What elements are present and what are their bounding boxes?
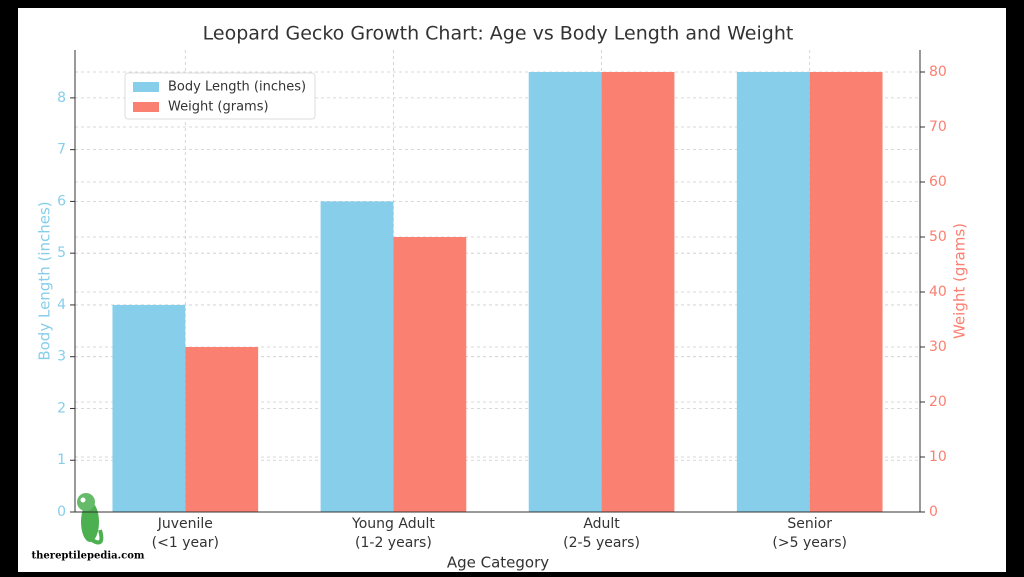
y2-axis-label: Weight (grams): [951, 223, 969, 339]
x-tick-label-line: (>5 years): [772, 535, 847, 551]
y-tick-label: 0: [57, 504, 66, 520]
y-tick-label: 8: [57, 90, 66, 106]
bar: [809, 72, 883, 512]
y-tick-label: 6: [57, 193, 66, 209]
bar: [736, 72, 810, 512]
bar: [112, 304, 186, 512]
y2-tick-label: 70: [929, 119, 947, 135]
y2-tick-label: 40: [929, 284, 947, 300]
legend-box: [124, 72, 316, 120]
chart-title: Leopard Gecko Growth Chart: Age vs Body …: [203, 23, 794, 45]
x-tick-label-line: Adult: [583, 516, 620, 532]
legend-label: Body Length (inches): [168, 80, 306, 95]
x-tick-label: Young Adult (1-2 years): [351, 516, 435, 551]
y-tick-label: 2: [57, 400, 66, 416]
y2-tick-label: 30: [929, 339, 947, 355]
x-tick-label-line: Young Adult: [351, 516, 435, 532]
bar: [320, 201, 394, 513]
y-tick-label: 3: [57, 349, 66, 365]
x-tick-label-line: (<1 year): [152, 535, 219, 551]
x-tick-label-line: (1-2 years): [355, 535, 432, 551]
x-tick-label: Juvenile (<1 year): [152, 516, 219, 551]
y-axis-label: Body Length (inches): [36, 201, 54, 360]
x-tick-label-line: (2-5 years): [563, 535, 640, 551]
x-axis-label: Age Category: [447, 554, 549, 572]
y-tick-label: 7: [57, 142, 66, 158]
bar: [528, 72, 602, 512]
legend: Body Length (inches) Weight (grams): [124, 72, 316, 120]
y2-tick-label: 10: [929, 449, 947, 465]
x-tick-label: Senior (>5 years): [772, 516, 847, 551]
x-tick-label: Adult (2-5 years): [563, 516, 640, 551]
bar: [393, 237, 467, 512]
legend-swatch: [133, 82, 159, 92]
y2-tick-label: 60: [929, 174, 947, 190]
legend-label: Weight (grams): [168, 100, 269, 115]
x-tick-label-line: Senior: [787, 516, 832, 532]
x-tick-label-line: Juvenile: [157, 516, 213, 532]
y2-tick-label: 0: [929, 504, 938, 520]
y-tick-label: 5: [57, 245, 66, 261]
y2-tick-label: 20: [929, 394, 947, 410]
y-tick-label: 1: [57, 452, 66, 468]
y-tick-label: 4: [57, 297, 66, 313]
bar: [185, 347, 259, 512]
watermark: thereptilepedia.com: [32, 551, 145, 562]
y2-tick-label: 80: [929, 64, 947, 80]
bar: [601, 72, 675, 512]
y2-tick-label: 50: [929, 229, 947, 245]
legend-swatch: [133, 102, 159, 112]
